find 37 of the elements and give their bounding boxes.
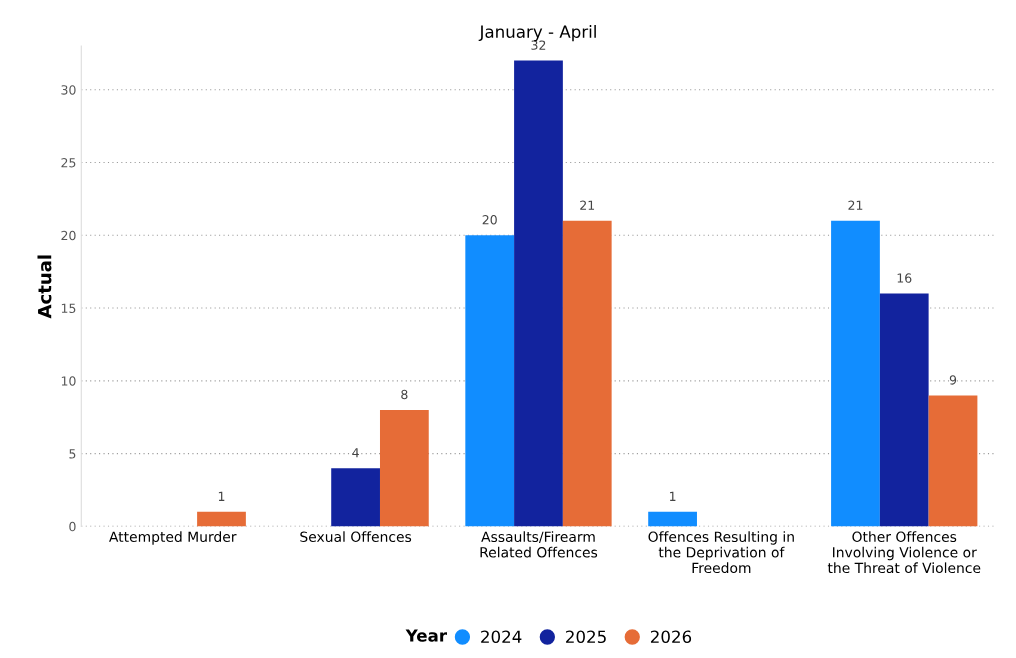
data-label: 8 <box>401 389 408 400</box>
bar <box>331 468 380 527</box>
data-label: 32 <box>531 40 546 50</box>
bar <box>831 220 880 527</box>
y-tick-label: 15 <box>61 303 76 313</box>
bar <box>879 293 929 527</box>
legend-label: 2024 <box>481 630 522 644</box>
data-label: 20 <box>482 215 497 225</box>
y-tick-label: 30 <box>61 85 76 95</box>
y-tick-label: 0 <box>69 521 76 532</box>
bar <box>514 60 563 527</box>
y-tick-label: 10 <box>61 376 76 386</box>
data-label: 21 <box>580 200 595 210</box>
legend-label: 2025 <box>566 630 606 644</box>
x-tick-label: Other Offences Involving Violence or the Threat of Violence <box>827 531 981 574</box>
bar <box>648 511 697 527</box>
x-tick-label: Assaults/Firearm Related Offences <box>480 531 598 558</box>
y-tick-label: 5 <box>69 449 76 459</box>
legend-title: Year <box>405 629 447 642</box>
bar <box>379 409 429 527</box>
x-tick-label: Offences Resulting in the Deprivation of Freedom <box>648 531 794 574</box>
bar <box>928 395 978 527</box>
data-label: 4 <box>352 448 359 458</box>
data-label: 1 <box>218 491 225 501</box>
y-tick-label: 25 <box>61 157 76 168</box>
data-label: 16 <box>897 273 912 283</box>
legend-label: 2026 <box>650 630 692 644</box>
data-label: 21 <box>848 200 863 210</box>
x-tick-label: Sexual Offences <box>300 531 412 543</box>
x-tick-label: Attempted Murder <box>109 531 237 545</box>
bar <box>562 220 612 527</box>
data-label: 9 <box>949 375 957 385</box>
y-tick-label: 20 <box>61 230 76 241</box>
data-label: 1 <box>669 491 676 501</box>
y-axis-title: Actual <box>37 255 52 319</box>
bar <box>197 511 246 527</box>
bar <box>465 235 515 527</box>
